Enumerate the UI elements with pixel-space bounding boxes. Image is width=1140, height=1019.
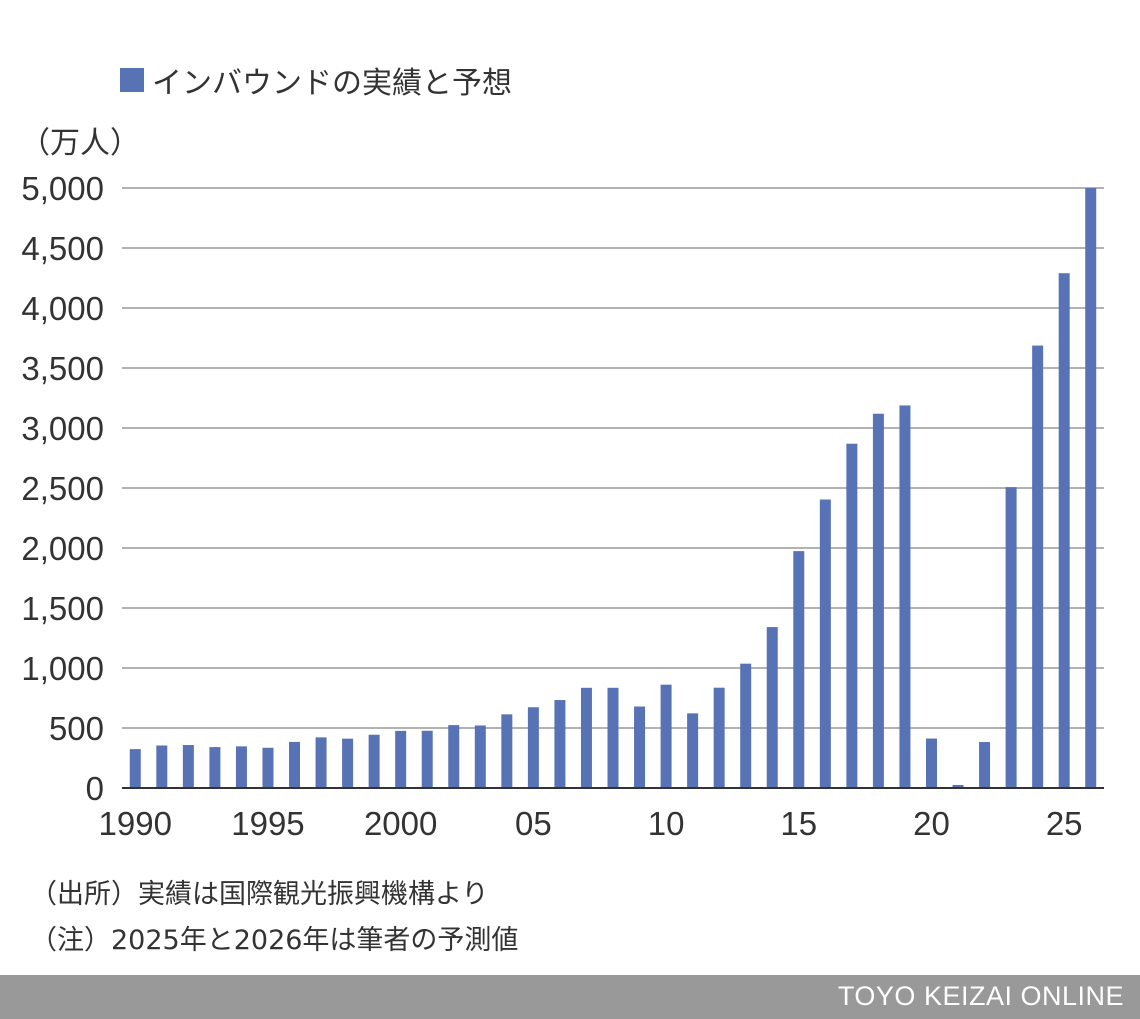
bar [289,741,301,788]
bar [740,663,752,788]
footer-bar: TOYO KEIZAI ONLINE [0,975,1140,1019]
bar [872,413,884,788]
bar [687,713,699,788]
bar [554,700,566,788]
x-tick-label: 20 [913,805,950,842]
bar [899,405,911,788]
bar [793,551,805,788]
x-tick-label: 1995 [231,805,304,842]
legend-swatch [120,68,144,92]
bar [580,687,592,788]
y-tick-label: 3,500 [21,350,104,387]
y-tick-label: 1,000 [21,650,104,687]
bar [156,745,168,788]
y-tick-label: 2,500 [21,470,104,507]
y-tick-label: 4,000 [21,290,104,327]
x-tick-label: 25 [1046,805,1083,842]
bar [713,687,725,788]
y-axis-unit-label: （万人） [20,126,140,161]
remark-note: （注）2025年と2026年は筆者の予測値 [30,925,519,956]
bar [129,749,141,788]
bar [368,734,380,788]
y-tick-label: 2,000 [21,530,104,567]
x-tick-label: 2000 [364,805,437,842]
y-tick-label: 500 [49,710,104,747]
y-tick-label: 4,500 [21,230,104,267]
bar [527,707,539,788]
y-tick-label: 1,500 [21,590,104,627]
x-tick-label: 1990 [99,805,172,842]
bar [421,730,433,788]
x-tick-label: 15 [780,805,817,842]
bar [925,738,937,788]
bar [979,742,991,788]
bar [1058,273,1070,788]
bar [1032,345,1044,788]
bar-chart: 0 500 1,000 1,500 2,000 2,500 3,000 3,500 4,000 4… [21,170,1104,842]
x-tick-label: 05 [515,805,552,842]
bar [846,443,858,788]
bar [235,746,247,788]
bar [342,738,354,788]
y-tick-label: 5,000 [21,170,104,207]
brand-logo-text: TOYO KEIZAI ONLINE [837,981,1124,1011]
bar [395,730,407,788]
legend-label: インバウンドの実績と予想 [152,66,512,101]
bar [315,737,327,788]
bar [819,499,831,788]
bar [448,725,460,788]
bar [501,714,513,788]
bar [1005,487,1017,788]
bar [474,725,486,788]
y-tick-label: 0 [86,770,104,807]
bar [660,684,672,788]
bar [952,785,964,788]
y-tick-label: 3,000 [21,410,104,447]
bar [634,706,646,788]
source-note: （出所）実績は国際観光振興機構より [30,879,489,910]
bar [766,627,778,788]
bar [262,747,274,788]
x-tick-label: 10 [648,805,685,842]
bar [607,687,619,788]
legend: インバウンドの実績と予想 [120,58,512,102]
bar [182,745,194,788]
bar [1085,188,1097,788]
bar [209,747,221,788]
